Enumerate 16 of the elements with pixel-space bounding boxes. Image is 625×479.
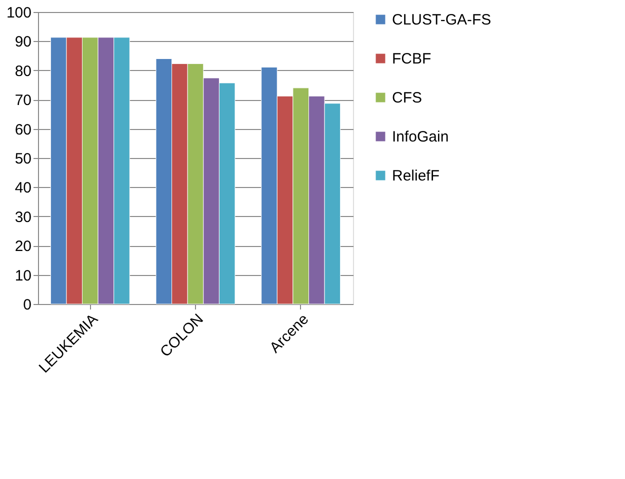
y-tick-label: 0: [23, 296, 32, 314]
y-tick-label: 80: [14, 62, 32, 80]
y-tick-label: 50: [14, 150, 32, 168]
y-tick-label: 90: [14, 34, 32, 51]
y-tick-label: 100: [6, 4, 32, 22]
y-tick-label: 60: [14, 121, 32, 138]
legend-label: ReliefF: [392, 168, 440, 184]
y-tick-label: 70: [14, 92, 32, 110]
legend-label: CLUST-GA-FS: [392, 12, 492, 28]
y-tick-label: 30: [14, 208, 32, 226]
y-tick-label: 10: [14, 267, 32, 284]
y-tick-label: 20: [14, 238, 32, 256]
legend-label: InfoGain: [392, 128, 449, 146]
legend-label: CFS: [392, 90, 422, 106]
legend-label: FCBF: [392, 50, 432, 68]
y-tick-label: 40: [14, 180, 32, 197]
